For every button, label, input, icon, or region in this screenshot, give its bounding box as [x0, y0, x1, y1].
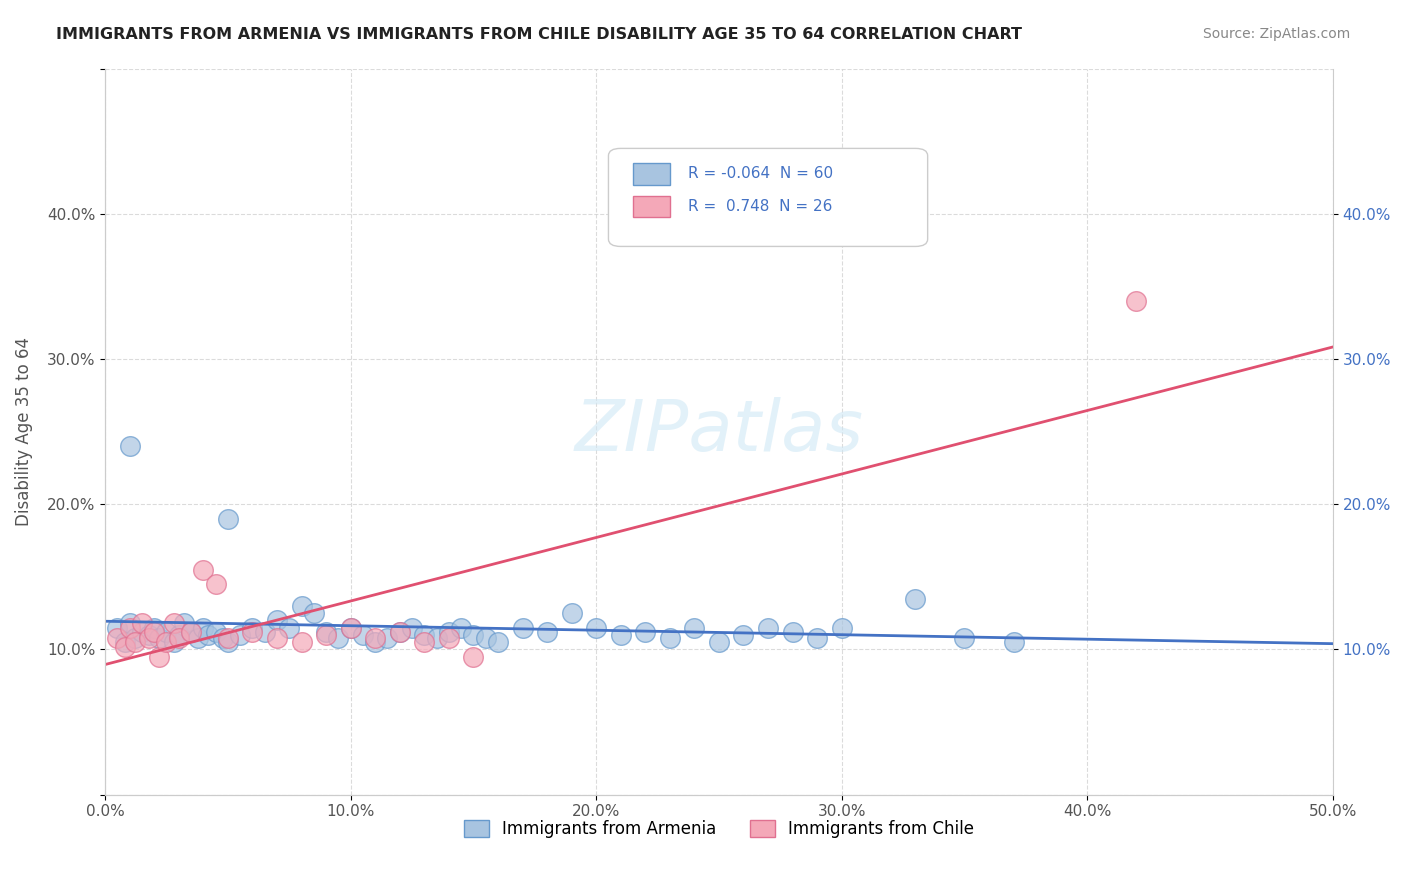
- Point: [266, 614, 288, 628]
- Point: [474, 631, 496, 645]
- Point: [463, 628, 485, 642]
- Bar: [633, 163, 669, 185]
- Point: [364, 635, 387, 649]
- Point: [118, 621, 141, 635]
- Point: [831, 621, 853, 635]
- Point: [328, 631, 350, 645]
- Point: [364, 631, 387, 645]
- Point: [413, 635, 436, 649]
- Point: [401, 621, 423, 635]
- Point: [315, 625, 337, 640]
- Point: [536, 625, 558, 640]
- Point: [242, 625, 264, 640]
- Point: [806, 631, 828, 645]
- Legend: Immigrants from Armenia, Immigrants from Chile: Immigrants from Armenia, Immigrants from…: [457, 813, 981, 845]
- Point: [155, 625, 177, 640]
- Point: [463, 649, 485, 664]
- Point: [131, 625, 153, 640]
- Point: [217, 631, 239, 645]
- Point: [756, 621, 779, 635]
- Point: [163, 616, 186, 631]
- Point: [143, 625, 166, 640]
- Point: [683, 621, 706, 635]
- Point: [388, 625, 411, 640]
- Point: [315, 628, 337, 642]
- Text: R =  0.748  N = 26: R = 0.748 N = 26: [689, 199, 832, 214]
- Point: [377, 631, 399, 645]
- Point: [197, 628, 219, 642]
- FancyBboxPatch shape: [609, 148, 928, 246]
- Point: [193, 621, 215, 635]
- Point: [167, 628, 190, 642]
- Point: [148, 649, 170, 664]
- Point: [148, 631, 170, 645]
- Point: [167, 631, 190, 645]
- Point: [187, 631, 209, 645]
- Text: Source: ZipAtlas.com: Source: ZipAtlas.com: [1202, 27, 1350, 41]
- Point: [124, 631, 146, 645]
- Point: [450, 621, 472, 635]
- Point: [339, 621, 361, 635]
- Text: R = -0.064  N = 60: R = -0.064 N = 60: [689, 166, 834, 181]
- Point: [204, 577, 226, 591]
- Point: [193, 563, 215, 577]
- Point: [163, 635, 186, 649]
- Point: [782, 625, 804, 640]
- Point: [486, 635, 509, 649]
- Point: [118, 616, 141, 631]
- Point: [290, 599, 312, 613]
- Point: [143, 621, 166, 635]
- Point: [105, 621, 128, 635]
- Point: [204, 625, 226, 640]
- Bar: [633, 195, 669, 218]
- Point: [634, 625, 657, 640]
- Point: [437, 631, 460, 645]
- Point: [290, 635, 312, 649]
- Point: [180, 625, 202, 640]
- Point: [302, 606, 325, 620]
- Point: [180, 625, 202, 640]
- Point: [114, 640, 136, 654]
- Point: [138, 628, 160, 642]
- Point: [339, 621, 361, 635]
- Point: [253, 625, 276, 640]
- Point: [904, 591, 927, 606]
- Point: [609, 628, 631, 642]
- Point: [217, 512, 239, 526]
- Point: [426, 631, 449, 645]
- Point: [561, 606, 583, 620]
- Text: ZIPatlas: ZIPatlas: [575, 397, 863, 467]
- Point: [212, 631, 235, 645]
- Point: [512, 621, 534, 635]
- Point: [105, 631, 128, 645]
- Point: [118, 439, 141, 453]
- Point: [1125, 293, 1147, 308]
- Point: [229, 628, 252, 642]
- Text: IMMIGRANTS FROM ARMENIA VS IMMIGRANTS FROM CHILE DISABILITY AGE 35 TO 64 CORRELA: IMMIGRANTS FROM ARMENIA VS IMMIGRANTS FR…: [56, 27, 1022, 42]
- Point: [114, 635, 136, 649]
- Point: [352, 628, 374, 642]
- Point: [658, 631, 681, 645]
- Point: [266, 631, 288, 645]
- Point: [707, 635, 730, 649]
- Point: [585, 621, 607, 635]
- Point: [278, 621, 301, 635]
- Y-axis label: Disability Age 35 to 64: Disability Age 35 to 64: [15, 337, 32, 526]
- Point: [242, 621, 264, 635]
- Point: [155, 635, 177, 649]
- Point: [953, 631, 976, 645]
- Point: [388, 625, 411, 640]
- Point: [1002, 635, 1025, 649]
- Point: [138, 631, 160, 645]
- Point: [124, 635, 146, 649]
- Point: [413, 628, 436, 642]
- Point: [733, 628, 755, 642]
- Point: [437, 625, 460, 640]
- Point: [173, 616, 195, 631]
- Point: [131, 616, 153, 631]
- Point: [217, 635, 239, 649]
